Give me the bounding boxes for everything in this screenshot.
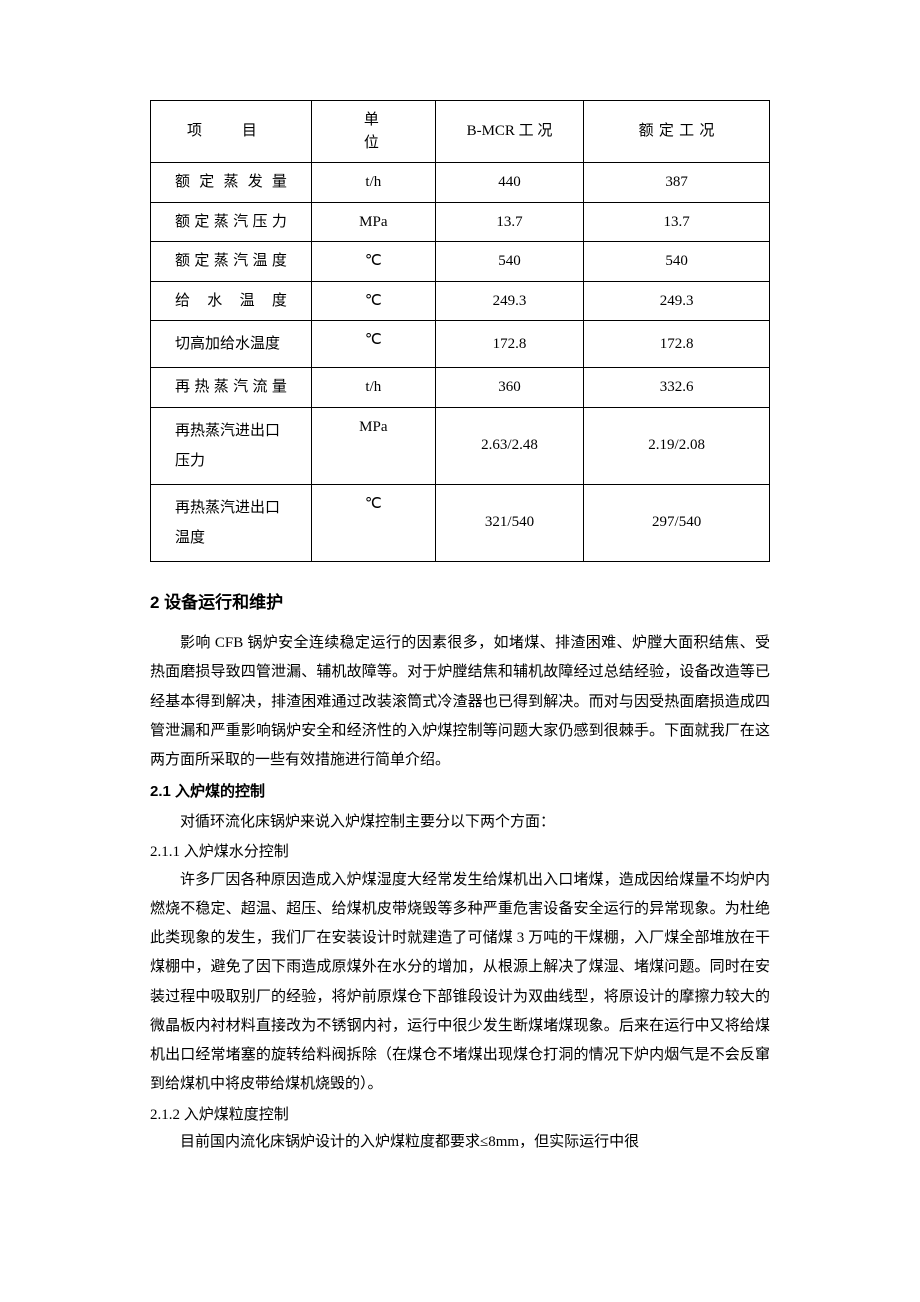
section-2-heading: 2 设备运行和维护 bbox=[150, 590, 770, 616]
table-row: 再热蒸汽进出口温度℃321/540297/540 bbox=[151, 484, 770, 561]
cell-label: 切高加给水温度 bbox=[151, 321, 312, 368]
section-2-1-heading: 2.1 入炉煤的控制 bbox=[150, 781, 770, 804]
cell-bmcr: 2.63/2.48 bbox=[435, 407, 584, 484]
cell-bmcr: 321/540 bbox=[435, 484, 584, 561]
section-2-paragraph: 影响 CFB 锅炉安全连续稳定运行的因素很多，如堵煤、排渣困难、炉膛大面积结焦、… bbox=[150, 629, 770, 775]
col-header-unit: 单位 bbox=[311, 101, 435, 163]
section-2-1-2-paragraph: 目前国内流化床锅炉设计的入炉煤粒度都要求≤8mm，但实际运行中很 bbox=[150, 1128, 770, 1157]
table-row: 再热蒸汽进出口压力MPa2.63/2.482.19/2.08 bbox=[151, 407, 770, 484]
cell-label: 再热蒸汽进出口温度 bbox=[151, 484, 312, 561]
cell-rated: 249.3 bbox=[584, 281, 770, 321]
cell-label: 再热蒸汽进出口压力 bbox=[151, 407, 312, 484]
cell-rated: 297/540 bbox=[584, 484, 770, 561]
cell-unit: t/h bbox=[311, 368, 435, 408]
cell-unit: ℃ bbox=[311, 321, 435, 368]
cell-unit: ℃ bbox=[311, 281, 435, 321]
cell-rated: 172.8 bbox=[584, 321, 770, 368]
table-row: 额定蒸汽压力MPa13.713.7 bbox=[151, 202, 770, 242]
section-2-1-2-heading: 2.1.2 入炉煤粒度控制 bbox=[150, 1104, 770, 1127]
cell-rated: 332.6 bbox=[584, 368, 770, 408]
cell-unit: t/h bbox=[311, 163, 435, 203]
cell-label: 额定蒸汽压力 bbox=[151, 202, 312, 242]
section-2-1-lead: 对循环流化床锅炉来说入炉煤控制主要分以下两个方面： bbox=[150, 808, 770, 837]
table-row: 再热蒸汽流量t/h360332.6 bbox=[151, 368, 770, 408]
table-row: 额定蒸发量t/h440387 bbox=[151, 163, 770, 203]
cell-rated: 387 bbox=[584, 163, 770, 203]
table-row: 给水温度℃249.3249.3 bbox=[151, 281, 770, 321]
table-row: 额定蒸汽温度℃540540 bbox=[151, 242, 770, 282]
col-header-bmcr: B-MCR 工 况 bbox=[435, 101, 584, 163]
cell-bmcr: 13.7 bbox=[435, 202, 584, 242]
cell-unit: MPa bbox=[311, 407, 435, 484]
cell-bmcr: 172.8 bbox=[435, 321, 584, 368]
cell-rated: 13.7 bbox=[584, 202, 770, 242]
parameters-table: 项目 单位 B-MCR 工 况 额定工况 额定蒸发量t/h440387额定蒸汽压… bbox=[150, 100, 770, 562]
cell-label: 额定蒸发量 bbox=[151, 163, 312, 203]
table-row: 切高加给水温度℃172.8172.8 bbox=[151, 321, 770, 368]
section-2-1-1-heading: 2.1.1 入炉煤水分控制 bbox=[150, 841, 770, 864]
cell-unit: ℃ bbox=[311, 242, 435, 282]
cell-label: 再热蒸汽流量 bbox=[151, 368, 312, 408]
cell-rated: 2.19/2.08 bbox=[584, 407, 770, 484]
cell-bmcr: 249.3 bbox=[435, 281, 584, 321]
col-header-rated: 额定工况 bbox=[584, 101, 770, 163]
cell-label: 额定蒸汽温度 bbox=[151, 242, 312, 282]
cell-bmcr: 360 bbox=[435, 368, 584, 408]
cell-bmcr: 440 bbox=[435, 163, 584, 203]
cell-unit: MPa bbox=[311, 202, 435, 242]
section-2-1-1-paragraph: 许多厂因各种原因造成入炉煤湿度大经常发生给煤机出入口堵煤，造成因给煤量不均炉内燃… bbox=[150, 866, 770, 1100]
cell-bmcr: 540 bbox=[435, 242, 584, 282]
table-header-row: 项目 单位 B-MCR 工 况 额定工况 bbox=[151, 101, 770, 163]
col-header-item: 项目 bbox=[151, 101, 312, 163]
cell-unit: ℃ bbox=[311, 484, 435, 561]
cell-rated: 540 bbox=[584, 242, 770, 282]
cell-label: 给水温度 bbox=[151, 281, 312, 321]
